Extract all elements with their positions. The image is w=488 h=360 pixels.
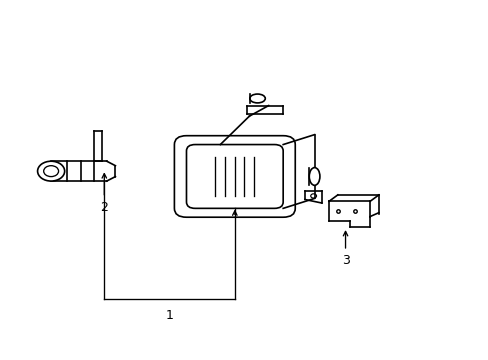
FancyBboxPatch shape: [186, 145, 283, 208]
Ellipse shape: [308, 168, 319, 185]
Text: 2: 2: [100, 201, 108, 214]
Ellipse shape: [249, 94, 265, 103]
Circle shape: [310, 194, 316, 198]
FancyBboxPatch shape: [174, 136, 295, 217]
Text: 1: 1: [165, 309, 173, 322]
Circle shape: [43, 166, 59, 177]
Circle shape: [38, 161, 64, 181]
Text: 3: 3: [341, 255, 349, 267]
